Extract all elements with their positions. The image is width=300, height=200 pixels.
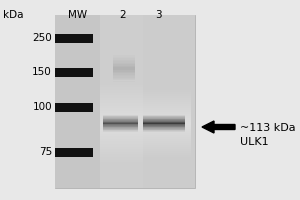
Bar	[113, 70, 135, 72]
Bar	[113, 75, 135, 76]
Bar	[103, 125, 138, 126]
Bar	[143, 131, 185, 132]
Bar	[103, 121, 138, 122]
Bar	[143, 115, 185, 116]
Bar	[113, 79, 135, 80]
Bar	[113, 69, 135, 70]
Bar	[113, 73, 135, 75]
Text: 2: 2	[120, 10, 126, 20]
Bar	[143, 130, 185, 131]
Text: 250: 250	[32, 33, 52, 43]
Bar	[113, 72, 135, 73]
Bar	[103, 128, 138, 129]
Bar	[113, 58, 135, 60]
Text: 75: 75	[39, 147, 52, 157]
Bar	[143, 121, 185, 122]
Bar	[103, 129, 138, 130]
Text: ~113 kDa
ULK1: ~113 kDa ULK1	[240, 123, 296, 147]
Bar	[103, 116, 138, 117]
Bar	[103, 131, 138, 132]
Bar	[113, 78, 135, 79]
Bar	[113, 61, 135, 63]
Bar	[103, 115, 138, 116]
Bar	[143, 119, 185, 120]
Bar	[103, 118, 138, 119]
Bar	[113, 54, 135, 55]
Bar	[143, 117, 185, 118]
Bar	[103, 114, 138, 115]
Text: 100: 100	[32, 102, 52, 112]
Bar	[103, 122, 138, 123]
Bar	[55, 148, 93, 157]
Bar	[113, 67, 135, 69]
Text: kDa: kDa	[3, 10, 23, 20]
Bar	[55, 34, 93, 43]
Bar	[143, 128, 185, 129]
Bar	[113, 81, 135, 82]
Bar	[143, 118, 185, 119]
Bar	[143, 125, 185, 126]
Bar	[103, 120, 138, 121]
Bar	[143, 126, 185, 127]
Bar	[113, 63, 135, 64]
Bar	[113, 60, 135, 61]
Bar	[143, 122, 185, 123]
FancyArrow shape	[202, 121, 235, 133]
Text: MW: MW	[68, 10, 88, 20]
Bar	[103, 119, 138, 120]
Bar	[103, 123, 138, 124]
Bar	[143, 129, 185, 130]
Text: 150: 150	[32, 67, 52, 77]
Bar	[143, 127, 185, 128]
Bar	[103, 117, 138, 118]
Bar	[113, 55, 135, 57]
Bar	[103, 124, 138, 125]
Bar	[113, 82, 135, 83]
Bar	[113, 64, 135, 66]
Bar	[103, 130, 138, 131]
Bar	[103, 126, 138, 127]
Bar	[113, 76, 135, 78]
Bar	[103, 127, 138, 128]
Bar	[55, 68, 93, 77]
Bar	[143, 114, 185, 115]
Bar	[143, 124, 185, 125]
Bar	[143, 120, 185, 121]
Bar	[113, 66, 135, 67]
Bar	[55, 15, 195, 188]
Bar	[55, 103, 93, 112]
Bar	[143, 123, 185, 124]
Text: 3: 3	[155, 10, 161, 20]
Bar	[143, 116, 185, 117]
Bar	[113, 57, 135, 58]
